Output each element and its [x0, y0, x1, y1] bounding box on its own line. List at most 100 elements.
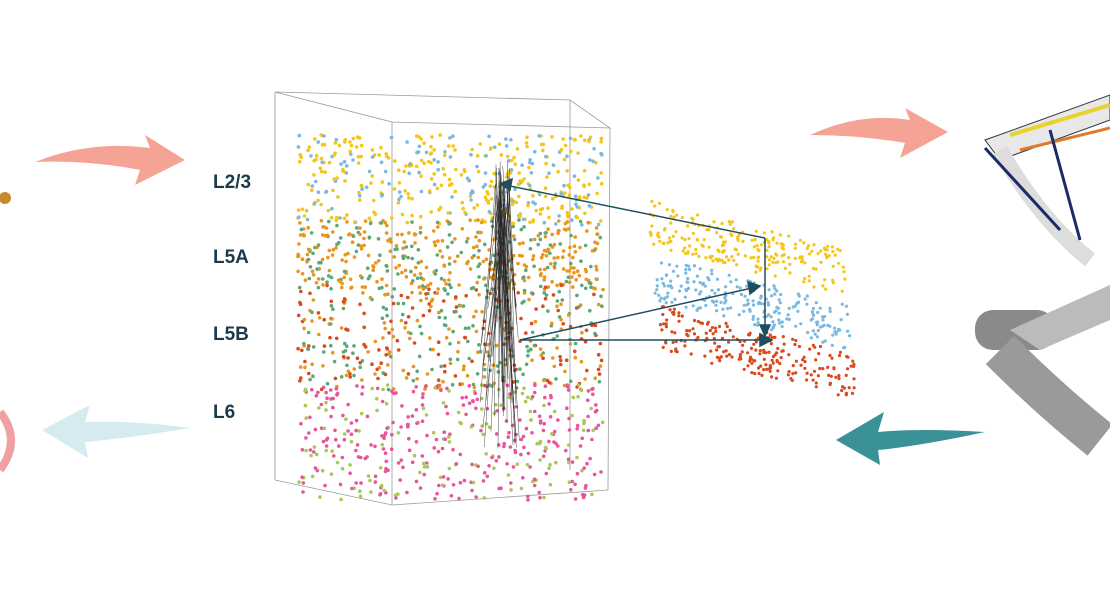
dot — [573, 341, 578, 346]
dot — [687, 237, 691, 241]
dot — [801, 358, 805, 362]
dot — [321, 385, 326, 390]
dot — [410, 213, 414, 218]
dot — [598, 341, 603, 346]
dot — [557, 214, 561, 218]
dot — [580, 436, 584, 441]
dot — [524, 426, 529, 431]
dot — [342, 432, 347, 436]
dot — [548, 415, 553, 419]
dot — [358, 494, 363, 499]
dot — [490, 287, 495, 292]
dot — [411, 378, 416, 383]
dot — [448, 271, 452, 275]
dot — [493, 145, 497, 149]
dot — [447, 327, 451, 331]
dot — [795, 301, 799, 306]
dot — [385, 223, 389, 228]
dot — [375, 279, 379, 284]
dot — [811, 266, 816, 271]
dot — [375, 408, 379, 413]
dot — [384, 263, 389, 268]
dot — [544, 471, 549, 476]
dot — [385, 347, 390, 351]
dot — [367, 216, 372, 220]
dot — [302, 214, 307, 218]
dot — [462, 478, 467, 483]
dot — [487, 464, 491, 468]
dot — [568, 324, 573, 329]
dot — [672, 307, 677, 311]
dot — [766, 303, 771, 307]
dot — [331, 307, 335, 312]
dot — [360, 378, 364, 382]
dot — [352, 255, 357, 259]
dot — [844, 373, 848, 377]
dot — [571, 255, 575, 260]
dot — [345, 220, 349, 224]
dot — [767, 263, 771, 267]
dot — [720, 235, 724, 239]
dot — [453, 237, 457, 241]
dot — [703, 284, 707, 288]
dot — [430, 297, 435, 302]
dot — [308, 291, 312, 296]
dot — [799, 260, 804, 264]
dot — [439, 388, 443, 393]
dot — [420, 284, 425, 288]
dot — [354, 226, 359, 230]
dot — [308, 248, 312, 252]
dot — [668, 240, 672, 244]
dot — [547, 466, 551, 471]
dot — [791, 305, 795, 309]
dot — [524, 141, 529, 145]
dot — [556, 229, 561, 233]
dot — [831, 264, 835, 268]
dot — [484, 422, 489, 426]
dot — [800, 255, 804, 259]
dot — [537, 134, 541, 138]
dot — [393, 493, 398, 498]
dot — [843, 277, 847, 281]
dot — [567, 269, 572, 273]
dot — [410, 256, 415, 261]
dot — [816, 328, 820, 333]
dot — [474, 329, 479, 334]
dot — [672, 215, 676, 219]
dot — [818, 366, 822, 371]
dot — [588, 456, 592, 461]
dot — [778, 301, 782, 305]
dot — [758, 352, 762, 356]
dot — [771, 260, 775, 264]
dot — [539, 353, 543, 358]
dot — [544, 161, 548, 166]
dot — [494, 432, 499, 436]
dot — [377, 153, 382, 157]
dot — [342, 160, 347, 164]
dot — [316, 190, 321, 194]
dot — [844, 304, 849, 308]
dot — [473, 391, 478, 396]
dot — [362, 325, 367, 330]
dot — [578, 444, 583, 448]
dot — [304, 208, 309, 213]
dot — [822, 323, 826, 327]
dot — [807, 274, 811, 278]
dendrite — [483, 216, 505, 362]
dot — [741, 343, 745, 347]
dot — [344, 373, 349, 378]
dot — [359, 244, 364, 248]
dot — [542, 291, 546, 295]
dot — [379, 160, 384, 165]
dot — [704, 303, 708, 308]
dot — [319, 426, 324, 431]
dot — [769, 294, 774, 298]
dot — [308, 448, 313, 452]
dot — [397, 197, 401, 202]
dot — [348, 372, 352, 376]
dot — [358, 302, 362, 307]
dot — [551, 293, 556, 297]
dot — [818, 344, 823, 349]
dot — [410, 306, 415, 310]
dot — [764, 351, 768, 355]
